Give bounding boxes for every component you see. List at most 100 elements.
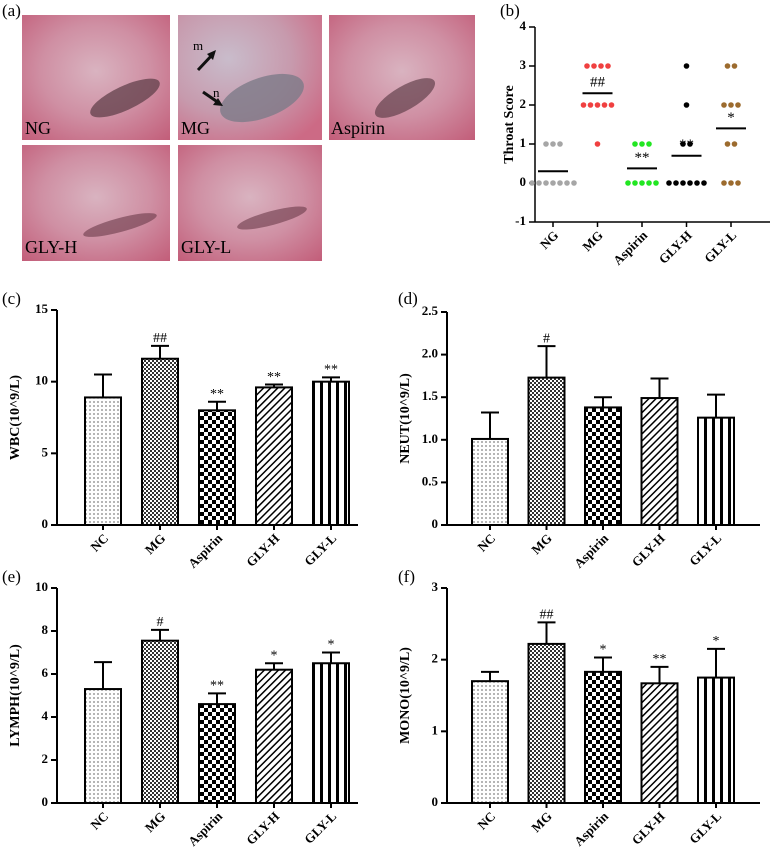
annotation: ** [653,652,667,667]
x-tick-label: MG [142,809,168,835]
y-tick-label: 0 [432,794,439,809]
panel-label: (a) [2,1,21,20]
bar [198,409,236,527]
annotation: ## [540,608,554,623]
bar [527,376,566,526]
x-tick-label: NC [87,809,111,833]
error-bar [94,661,112,690]
annotation: ## [590,75,606,91]
annotation: ## [153,331,167,346]
error-bar [650,665,669,684]
bar [584,406,622,527]
y-tick-label: 6 [42,665,49,680]
y-tick-label: 0.5 [422,473,439,488]
dot [584,63,590,69]
x-tick-label: GLY-H [243,531,282,570]
photo-detail [374,78,436,118]
error-bar [208,400,226,411]
arrow-head [207,50,216,60]
y-tick-label: 0 [520,174,527,189]
bar [141,639,179,804]
y-axis-label: Throat Score [502,85,517,163]
x-tick-label: NC [474,531,498,555]
bar [141,357,179,526]
x-tick-label: GLY-L [301,808,339,846]
y-tick-label: 1 [520,135,527,150]
dot [731,141,738,147]
photo-panel: (a) NG MG Aspirin GLY-H GLY-L m n [2,1,475,261]
photo-detail [90,78,160,118]
y-tick-label: 2 [520,96,527,111]
arrow-head [213,98,223,106]
dot [639,141,645,147]
x-tick-label: Aspirin [571,808,612,849]
photo [22,145,170,261]
annotation: * [328,638,335,653]
dot [639,180,645,186]
photo-label: MG [181,118,210,138]
annotation: ** [635,150,650,166]
panel-label: (e) [2,567,21,586]
y-tick-label: 1.0 [422,431,438,446]
annotation: * [713,634,720,649]
y-axis-label: LYMPH(10^9/L) [8,644,23,747]
annotation: * [271,648,278,663]
bar [471,680,509,805]
dot [550,141,556,147]
dot [646,141,652,147]
photo-label: GLY-L [181,237,231,257]
dot [680,141,686,147]
error-bar [481,670,499,682]
photo-detail [83,213,157,237]
bar [584,670,622,804]
error-bar [594,396,612,408]
error-bar [151,628,169,641]
dot [728,180,734,186]
x-tick-label: MG [579,228,605,254]
x-tick-label: NG [537,228,561,252]
annotation: ** [324,363,338,378]
dot [646,180,652,186]
arrow-label: m [193,38,203,53]
dot [683,102,690,108]
dot [594,102,601,108]
dot [557,141,563,147]
error-bar [537,621,556,644]
photo-detail [237,206,307,230]
x-tick-label: Aspirin [610,227,651,268]
y-axis-label: WBC(10^9/L) [8,375,23,460]
dot [550,180,556,186]
y-axis-label: MONO(10^9/L) [398,647,413,744]
dot [731,63,738,69]
y-tick-label: 2.0 [422,346,438,361]
annotation: # [157,615,164,630]
error-bar [94,373,112,398]
y-tick-label: 0 [42,516,49,531]
x-tick-label: GLY-H [629,809,668,848]
dot [666,180,672,186]
y-tick-label: 15 [35,301,49,316]
bar [255,668,293,805]
dot [721,102,727,108]
dot [632,180,638,186]
dot [653,180,659,186]
annotation: ** [267,370,281,385]
photo-detail [220,73,304,123]
y-tick-label: 3 [432,579,439,594]
x-tick-label: GLY-L [701,227,739,265]
y-tick-label: 1 [432,722,439,737]
dot [680,180,686,186]
bar [640,397,679,526]
dot [608,102,615,108]
photo-label: GLY-H [25,237,77,257]
dot [543,141,549,147]
panel-label: (f) [398,567,415,586]
panel-label: (d) [398,289,418,308]
arrow-label: n [213,85,220,100]
x-tick-label: Aspirin [185,530,226,571]
bar [697,416,735,527]
dot [683,63,690,69]
dot [721,180,727,186]
bar [471,437,509,526]
bar [255,386,293,526]
